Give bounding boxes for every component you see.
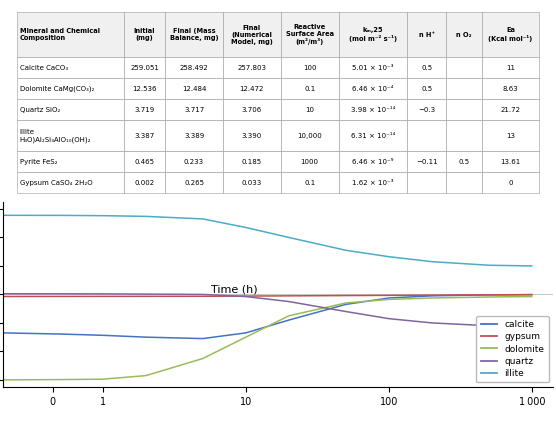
quartz	[342, 309, 349, 314]
Line: gypsum: gypsum	[0, 295, 532, 297]
dolomite	[485, 295, 492, 300]
gypsum	[342, 293, 349, 298]
calcite	[142, 335, 149, 340]
calcite	[100, 333, 106, 338]
dolomite	[385, 297, 392, 302]
calcite	[485, 292, 492, 298]
illite	[528, 263, 535, 268]
calcite	[286, 317, 292, 322]
calcite	[528, 292, 535, 297]
Legend: calcite, gypsum, dolomite, quartz, illite: calcite, gypsum, dolomite, quartz, illit…	[476, 316, 549, 383]
quartz	[429, 320, 435, 326]
illite	[200, 216, 206, 221]
calcite	[429, 293, 435, 298]
quartz	[485, 323, 492, 329]
calcite	[0, 330, 6, 335]
dolomite	[200, 356, 206, 361]
quartz	[200, 292, 206, 297]
calcite	[200, 336, 206, 341]
illite	[485, 263, 492, 268]
illite	[342, 248, 349, 253]
illite	[385, 254, 392, 259]
gypsum	[528, 292, 535, 297]
Line: calcite: calcite	[0, 295, 532, 338]
dolomite	[0, 377, 6, 382]
dolomite	[242, 335, 249, 340]
calcite	[242, 330, 249, 335]
quartz	[528, 325, 535, 330]
dolomite	[286, 313, 292, 318]
quartz	[385, 316, 392, 321]
illite	[142, 214, 149, 219]
Text: Time (h): Time (h)	[211, 285, 257, 295]
dolomite	[142, 373, 149, 378]
dolomite	[342, 301, 349, 306]
dolomite	[57, 377, 63, 382]
gypsum	[485, 292, 492, 298]
quartz	[286, 299, 292, 304]
Line: dolomite: dolomite	[0, 297, 532, 380]
gypsum	[57, 294, 63, 299]
quartz	[100, 291, 106, 296]
illite	[242, 225, 249, 230]
calcite	[342, 302, 349, 307]
illite	[286, 235, 292, 240]
illite	[57, 213, 63, 218]
illite	[429, 259, 435, 264]
calcite	[57, 332, 63, 337]
dolomite	[528, 294, 535, 299]
calcite	[385, 295, 392, 301]
Line: quartz: quartz	[0, 294, 532, 327]
illite	[100, 213, 106, 218]
dolomite	[429, 295, 435, 301]
Line: illite: illite	[0, 215, 532, 266]
dolomite	[100, 377, 106, 382]
gypsum	[200, 294, 206, 299]
quartz	[242, 294, 249, 299]
